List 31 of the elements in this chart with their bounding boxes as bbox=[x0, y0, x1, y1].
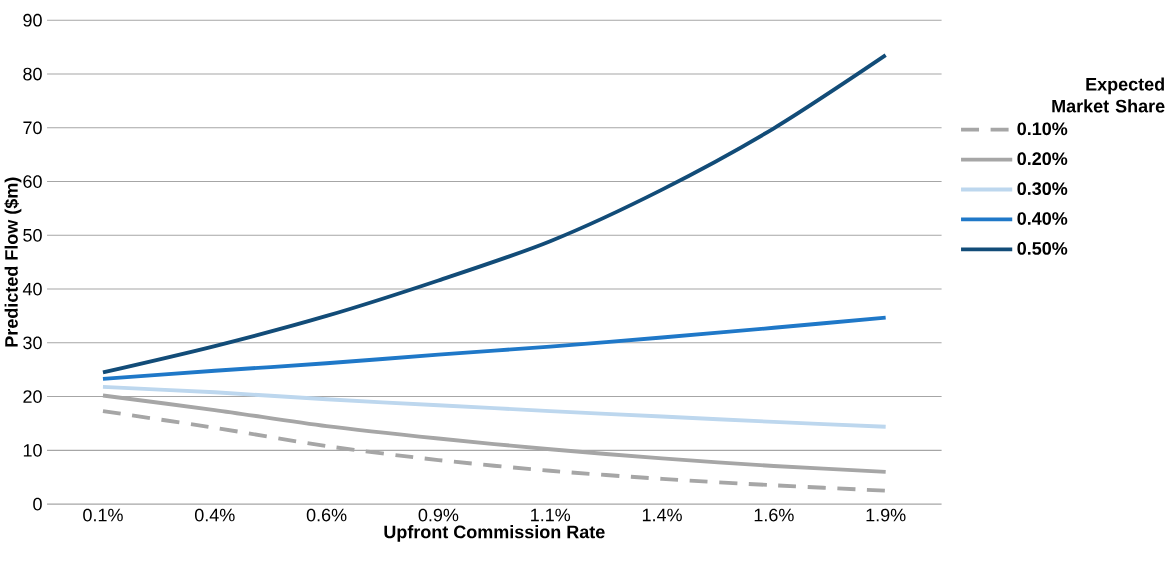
line-series bbox=[101, 384, 888, 429]
legend-label: 0.30% bbox=[1017, 182, 1068, 195]
y-tick-label: 0 bbox=[33, 497, 42, 511]
y-tick-label: 60 bbox=[23, 174, 42, 188]
legend-label: 0.50% bbox=[1017, 241, 1068, 255]
x-axis-title: Upfront Commission Rate bbox=[384, 524, 605, 542]
line-series bbox=[101, 409, 888, 493]
x-tick-label: 0.6% bbox=[306, 508, 347, 522]
x-tick-label: 0.9% bbox=[418, 508, 459, 522]
y-tick-label: 70 bbox=[23, 121, 42, 134]
legend-label: 0.40% bbox=[1017, 211, 1068, 225]
legend-label: 0.20% bbox=[1017, 152, 1068, 165]
x-tick-label: 0.1% bbox=[83, 508, 123, 522]
x-tick-label: 1.4% bbox=[642, 508, 682, 522]
legend-label: 0.10% bbox=[1017, 122, 1068, 135]
y-axis-title: Predicted Flow ($m) bbox=[4, 177, 22, 347]
y-tick-label: 30 bbox=[23, 336, 42, 350]
x-tick-label: 1.1% bbox=[531, 508, 571, 522]
y-tick-label: 40 bbox=[22, 282, 42, 296]
line-series bbox=[101, 393, 888, 474]
x-tick-label: 0.4% bbox=[194, 508, 235, 522]
legend-title: Expected Market Share bbox=[1052, 77, 1165, 113]
x-tick-label: 1.9% bbox=[866, 508, 906, 522]
line-series bbox=[101, 315, 888, 381]
y-tick-label: 10 bbox=[23, 443, 42, 457]
y-tick-label: 90 bbox=[23, 13, 42, 27]
line-series bbox=[101, 53, 888, 375]
x-tick-label: 1.6% bbox=[754, 508, 794, 522]
y-tick-label: 80 bbox=[23, 67, 42, 81]
y-tick-label: 20 bbox=[23, 390, 42, 403]
y-tick-label: 50 bbox=[23, 228, 42, 242]
